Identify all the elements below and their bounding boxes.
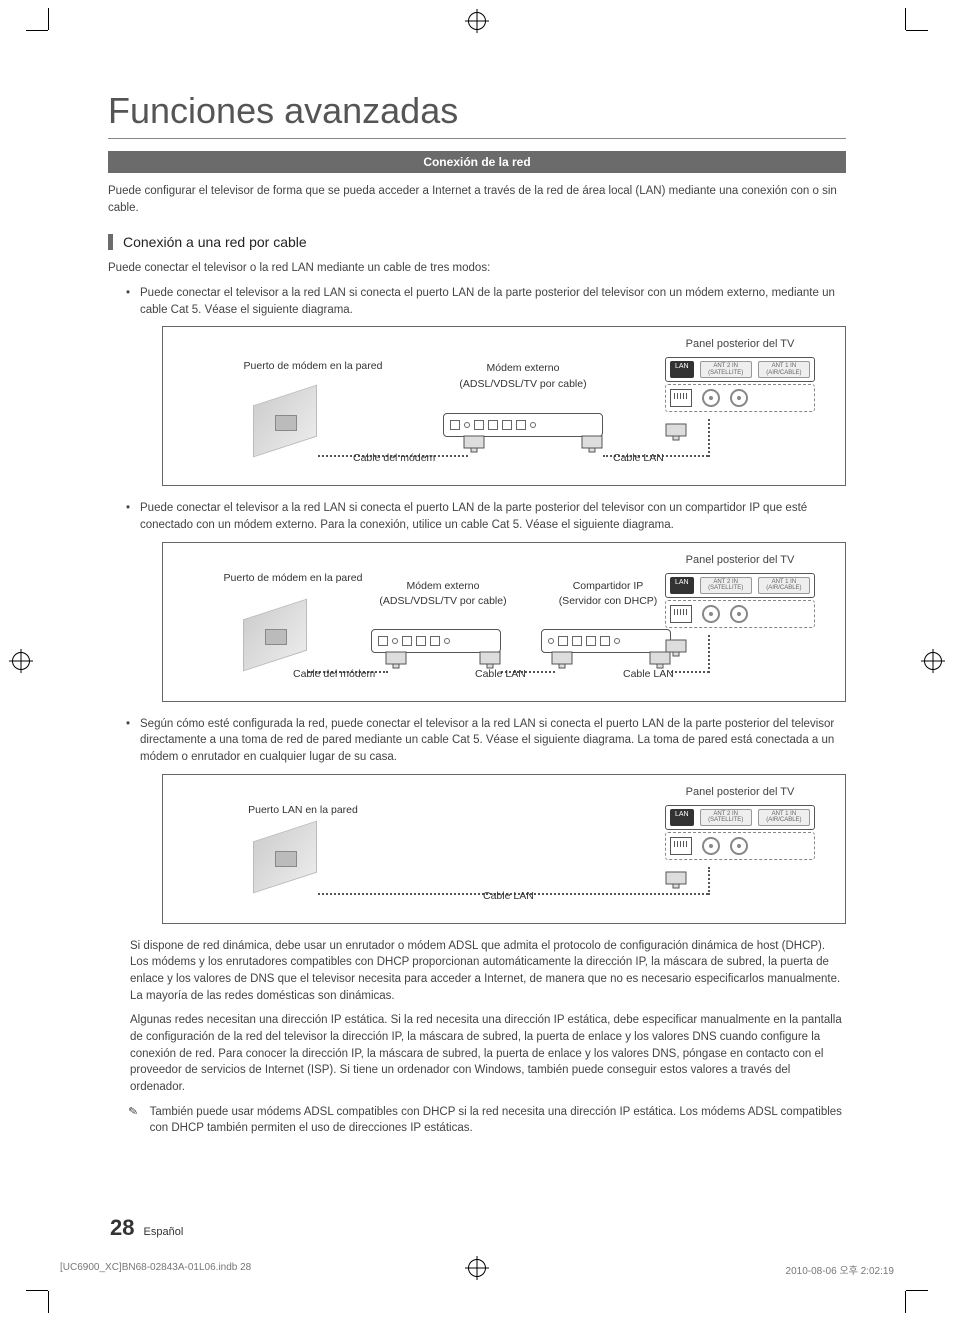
rj45-plug-icon bbox=[385, 651, 407, 669]
list-item-text: Puede conectar el televisor a la red LAN… bbox=[140, 502, 807, 531]
rj45-plug-icon bbox=[581, 435, 603, 453]
crop-mark bbox=[48, 1291, 49, 1313]
coax-port-icon bbox=[730, 389, 748, 407]
wall-port-icon bbox=[243, 609, 307, 661]
rj45-plug-icon bbox=[463, 435, 485, 453]
registration-mark-icon bbox=[924, 652, 942, 670]
tv-panel-icon: Panel posterior del TV LAN ANT 2 IN (SAT… bbox=[665, 337, 815, 412]
wall-port-icon bbox=[253, 831, 317, 883]
list-item: Según cómo esté configurada la red, pued… bbox=[126, 716, 846, 924]
diagram-2: Puerto de módem en la pared Módem extern… bbox=[162, 542, 846, 702]
crop-mark bbox=[26, 1290, 48, 1291]
cable-line bbox=[708, 419, 710, 457]
diagram-label: Módem externo (ADSL/VDSL/TV por cable) bbox=[443, 361, 603, 391]
coax-port-icon bbox=[702, 605, 720, 623]
rj45-plug-icon bbox=[551, 651, 573, 669]
wall-port-icon bbox=[253, 395, 317, 447]
list-item: Puede conectar el televisor a la red LAN… bbox=[126, 285, 846, 486]
document-page: Funciones avanzadas Conexión de la red P… bbox=[0, 0, 954, 1321]
footer-filename: [UC6900_XC]BN68-02843A-01L06.indb 28 bbox=[60, 1262, 251, 1277]
diagram-label: Cable LAN bbox=[613, 451, 664, 466]
rj45-plug-icon bbox=[665, 639, 687, 657]
cable-line bbox=[708, 635, 710, 673]
content-area: Funciones avanzadas Conexión de la red P… bbox=[60, 50, 894, 1137]
diagram-label: Cable LAN bbox=[623, 667, 674, 682]
ant-chip: ANT 1 IN (AIR/CABLE) bbox=[758, 361, 810, 378]
diagram-label: Cable del módem bbox=[353, 451, 435, 466]
lan-port-icon bbox=[670, 389, 692, 407]
tv-panel-icon: Panel posterior del TV LAN ANT 2 IN (SAT… bbox=[665, 785, 815, 860]
diagram-label: Cable LAN bbox=[475, 667, 526, 682]
list-item-text: Puede conectar el televisor a la red LAN… bbox=[140, 287, 835, 316]
diagram-label: Puerto LAN en la pared bbox=[213, 803, 393, 818]
lead-text: Puede conectar el televisor o la red LAN… bbox=[108, 260, 846, 277]
note-row: ✎ También puede usar módems ADSL compati… bbox=[108, 1104, 846, 1137]
registration-mark-icon bbox=[12, 652, 30, 670]
lan-port-icon bbox=[670, 605, 692, 623]
note-icon: ✎ bbox=[127, 1103, 142, 1138]
subsection-heading: Conexión a una red por cable bbox=[108, 234, 846, 250]
diagram-label: Puerto de módem en la pared bbox=[223, 359, 403, 374]
coax-port-icon bbox=[730, 605, 748, 623]
page-number: 28 Español bbox=[110, 1215, 183, 1241]
subsection-heading-text: Conexión a una red por cable bbox=[123, 234, 307, 250]
crop-mark bbox=[905, 1291, 906, 1313]
section-header-bar: Conexión de la red bbox=[108, 151, 846, 173]
note-text: También puede usar módems ADSL compatibl… bbox=[150, 1104, 846, 1137]
crop-mark bbox=[905, 8, 906, 30]
page-title: Funciones avanzadas bbox=[108, 90, 846, 139]
cable-line bbox=[708, 867, 710, 895]
bullet-list: Puede conectar el televisor a la red LAN… bbox=[108, 285, 846, 924]
diagram-label: Módem externo (ADSL/VDSL/TV por cable) bbox=[363, 579, 523, 609]
registration-mark-icon bbox=[468, 12, 486, 30]
diagram-label: Cable del módem bbox=[293, 667, 375, 682]
list-item-text: Según cómo esté configurada la red, pued… bbox=[140, 718, 834, 763]
diagram-3: Puerto LAN en la pared Panel posterior d… bbox=[162, 774, 846, 924]
paragraph-text: Algunas redes necesitan una dirección IP… bbox=[108, 1012, 846, 1095]
footer-timestamp: 2010-08-06 오후 2:02:19 bbox=[786, 1262, 894, 1277]
coax-port-icon bbox=[730, 837, 748, 855]
list-item: Puede conectar el televisor a la red LAN… bbox=[126, 500, 846, 701]
modem-icon bbox=[443, 413, 603, 437]
crop-mark bbox=[26, 30, 48, 31]
intro-text: Puede configurar el televisor de forma q… bbox=[108, 183, 846, 216]
rj45-plug-icon bbox=[665, 871, 687, 889]
tv-panel-icon: Panel posterior del TV LAN ANT 2 IN (SAT… bbox=[665, 553, 815, 628]
diagram-label: Cable LAN bbox=[483, 889, 534, 904]
print-footer: [UC6900_XC]BN68-02843A-01L06.indb 28 201… bbox=[60, 1262, 894, 1277]
crop-mark bbox=[48, 8, 49, 30]
diagram-label: Compartidor IP (Servidor con DHCP) bbox=[533, 579, 683, 609]
lan-port-icon bbox=[670, 837, 692, 855]
rj45-plug-icon bbox=[665, 423, 687, 441]
diagram-label: Puerto de módem en la pared bbox=[203, 571, 383, 586]
crop-mark bbox=[906, 1290, 928, 1291]
ant-chip: ANT 2 IN (SATELLITE) bbox=[700, 361, 752, 378]
coax-port-icon bbox=[702, 837, 720, 855]
router-icon bbox=[541, 629, 671, 653]
crop-mark bbox=[906, 30, 928, 31]
coax-port-icon bbox=[702, 389, 720, 407]
cable-line bbox=[671, 671, 709, 673]
paragraph-text: Si dispone de red dinámica, debe usar un… bbox=[108, 938, 846, 1005]
diagram-1: Puerto de módem en la pared Módem extern… bbox=[162, 326, 846, 486]
modem-icon bbox=[371, 629, 501, 653]
lan-chip: LAN bbox=[670, 361, 694, 378]
